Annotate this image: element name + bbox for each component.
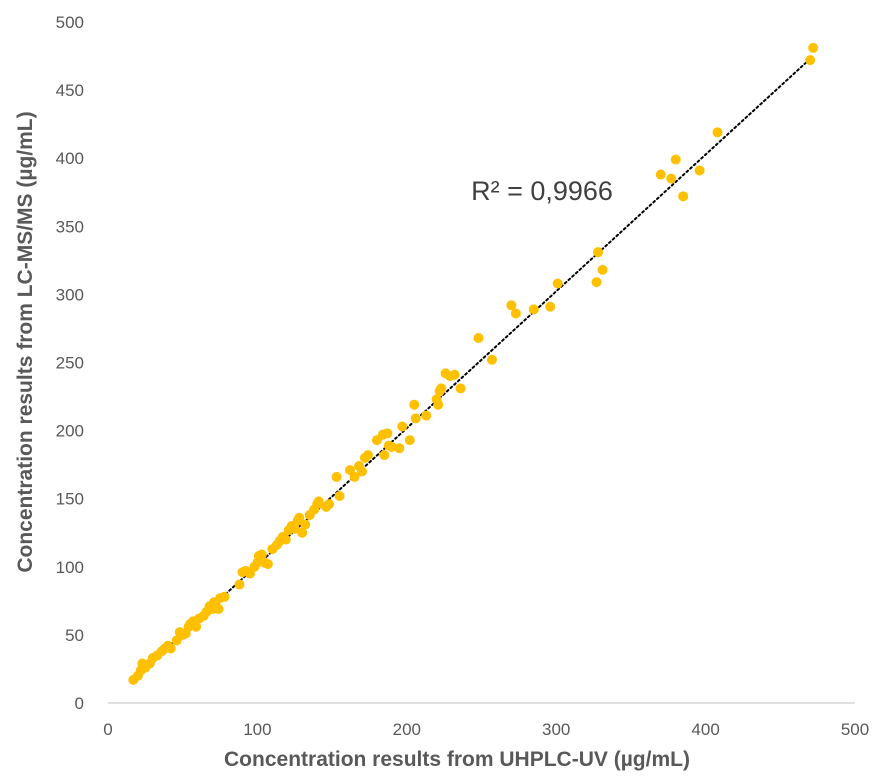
data-point	[510, 308, 521, 319]
y-tick-label: 100	[56, 558, 84, 577]
data-point	[213, 604, 224, 615]
x-tick-label: 200	[393, 720, 421, 739]
x-tick-label: 400	[691, 720, 719, 739]
data-point	[313, 496, 324, 507]
data-point	[410, 413, 421, 424]
data-point	[165, 643, 176, 654]
data-point	[552, 278, 563, 289]
data-point	[666, 173, 677, 184]
y-tick-label: 50	[65, 626, 84, 645]
data-point	[191, 621, 202, 632]
data-point	[436, 383, 447, 394]
data-point	[324, 499, 335, 510]
data-point	[394, 443, 405, 454]
data-point	[455, 383, 466, 394]
data-point	[300, 519, 311, 530]
y-tick-label: 150	[56, 490, 84, 509]
data-point	[331, 471, 342, 482]
data-point	[545, 301, 556, 312]
y-tick-labels: 0 50 100 150 200 250 300 350 400 450 500	[56, 13, 84, 713]
y-tick-label: 350	[56, 217, 84, 236]
data-point	[528, 304, 539, 315]
data-point	[334, 490, 345, 501]
trendline	[132, 56, 813, 680]
data-point	[506, 300, 517, 311]
r-squared-annotation: R² = 0,9966	[471, 176, 613, 206]
x-axis-title: Concentration results from UHPLC-UV (µg/…	[224, 748, 690, 771]
data-point	[289, 523, 300, 534]
data-point	[297, 527, 308, 538]
x-tick-label: 300	[542, 720, 570, 739]
x-tick-label: 500	[841, 720, 869, 739]
data-point	[805, 55, 816, 66]
y-tick-label: 450	[56, 81, 84, 100]
data-point	[294, 512, 305, 523]
data-point	[433, 399, 444, 410]
data-point	[712, 127, 723, 138]
data-points	[128, 42, 819, 685]
data-point	[397, 421, 408, 432]
data-point	[280, 534, 291, 545]
data-point	[597, 264, 608, 275]
data-point	[234, 579, 245, 590]
data-point	[694, 165, 705, 176]
data-point	[486, 354, 497, 365]
y-tick-label: 0	[75, 694, 84, 713]
data-point	[655, 169, 666, 180]
y-tick-label: 500	[56, 13, 84, 32]
x-tick-labels: 0 100 200 300 400 500	[103, 720, 869, 739]
x-tick-label: 100	[243, 720, 271, 739]
data-point	[356, 466, 367, 477]
data-point	[678, 191, 689, 202]
data-point	[473, 332, 484, 343]
data-point	[404, 435, 415, 446]
data-point	[449, 369, 460, 380]
y-tick-label: 200	[56, 422, 84, 441]
data-point	[219, 591, 230, 602]
data-point	[670, 154, 681, 165]
data-point	[349, 471, 360, 482]
y-tick-label: 400	[56, 149, 84, 168]
y-axis-title: Concentration results from LC-MS/MS (µg/…	[14, 111, 37, 572]
x-tick-label: 0	[103, 720, 112, 739]
data-point	[386, 441, 397, 452]
data-point	[808, 42, 819, 53]
data-point	[362, 450, 373, 461]
data-point	[379, 450, 390, 461]
y-tick-label: 300	[56, 285, 84, 304]
data-point	[409, 399, 420, 410]
y-tick-label: 250	[56, 354, 84, 373]
data-point	[591, 277, 602, 288]
data-point	[382, 428, 393, 439]
data-point	[593, 247, 604, 258]
data-point	[256, 549, 267, 560]
data-point	[262, 559, 273, 570]
data-point	[421, 410, 432, 421]
